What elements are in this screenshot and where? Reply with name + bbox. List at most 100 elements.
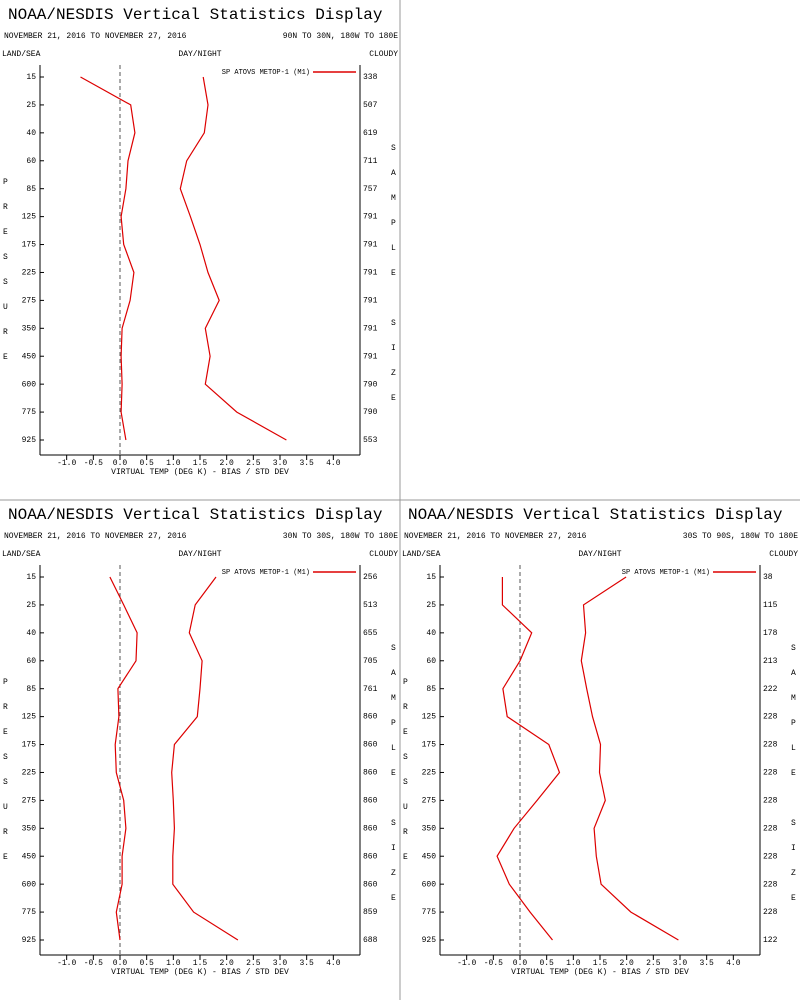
sample-size-label: 791 — [363, 241, 378, 250]
center-header: DAY/NIGHT — [178, 550, 221, 559]
center-header: DAY/NIGHT — [578, 550, 621, 559]
y-tick-label: 15 — [426, 573, 436, 582]
x-tick-label: 1.0 — [566, 959, 581, 968]
chart-panel: NOAA/NESDIS Vertical Statistics Display N… — [1, 6, 398, 477]
x-tick-label: 1.5 — [193, 959, 208, 968]
bias-line — [80, 76, 136, 441]
y-tick-label: 40 — [426, 629, 436, 638]
sample-size-label: 228 — [763, 741, 778, 750]
legend-label: SP ATOVS METOP-1 (M1) — [222, 69, 310, 77]
sample-size-label: 791 — [363, 324, 378, 333]
x-tick-label: 2.5 — [246, 459, 261, 468]
sample-size-label: 619 — [363, 129, 378, 138]
right-header: CLOUDY — [369, 50, 398, 59]
left-header: LAND/SEA — [2, 550, 41, 559]
x-tick-label: -0.5 — [84, 459, 103, 468]
x-tick-label: 1.0 — [166, 459, 181, 468]
sample-size-label: 228 — [763, 796, 778, 805]
x-tick-label: 3.0 — [273, 959, 288, 968]
x-tick-label: 1.0 — [166, 959, 181, 968]
y2-axis-label: SAMPLE SIZE — [789, 644, 798, 919]
bias-line — [496, 577, 561, 941]
sample-size-label: 860 — [363, 769, 378, 778]
y-tick-label: 225 — [22, 769, 37, 778]
y-tick-label: 60 — [26, 657, 36, 666]
right-header: CLOUDY — [769, 550, 798, 559]
x-tick-label: 0.0 — [113, 459, 128, 468]
chart-title: NOAA/NESDIS Vertical Statistics Display — [8, 6, 383, 24]
x-tick-label: -1.0 — [57, 459, 76, 468]
x-tick-label: -0.5 — [484, 959, 503, 968]
date-range: NOVEMBER 21, 2016 TO NOVEMBER 27, 2016 — [4, 532, 187, 541]
x-tick-label: -1.0 — [57, 959, 76, 968]
y-tick-label: 775 — [22, 908, 37, 917]
std-dev-line — [171, 576, 239, 941]
sample-size-label: 507 — [363, 101, 378, 110]
x-tick-label: 3.0 — [273, 459, 288, 468]
sample-size-label: 860 — [363, 824, 378, 833]
y-tick-label: 25 — [26, 101, 36, 110]
x-tick-label: 2.0 — [219, 459, 234, 468]
y-tick-label: 600 — [22, 380, 37, 389]
y-tick-label: 775 — [22, 408, 37, 417]
sample-size-label: 228 — [763, 713, 778, 722]
sample-size-label: 790 — [363, 380, 378, 389]
x-tick-label: 0.0 — [513, 959, 528, 968]
sample-size-label: 256 — [363, 573, 378, 582]
y-tick-label: 925 — [22, 936, 37, 945]
y-tick-label: 85 — [26, 185, 36, 194]
y-tick-label: 775 — [422, 908, 437, 917]
x-axis-label: VIRTUAL TEMP (DEG K) - BIAS / STD DEV — [111, 468, 289, 477]
y2-axis-label: SAMPLE SIZE — [389, 144, 398, 419]
x-tick-label: 2.0 — [219, 959, 234, 968]
date-range: NOVEMBER 21, 2016 TO NOVEMBER 27, 2016 — [404, 532, 587, 541]
sample-size-label: 860 — [363, 713, 378, 722]
x-tick-label: 0.5 — [139, 459, 154, 468]
sample-size-label: 228 — [763, 880, 778, 889]
sample-size-label: 791 — [363, 296, 378, 305]
x-tick-label: 1.5 — [193, 459, 208, 468]
chart-panel: NOAA/NESDIS Vertical Statistics Display N… — [401, 506, 798, 977]
std-dev-line — [580, 576, 679, 941]
sample-size-label: 791 — [363, 213, 378, 222]
legend-label: SP ATOVS METOP-1 (M1) — [222, 569, 310, 577]
y-tick-label: 450 — [422, 852, 437, 861]
sample-size-label: 338 — [363, 73, 378, 82]
y-tick-label: 600 — [22, 880, 37, 889]
y-tick-label: 225 — [422, 769, 437, 778]
y-tick-label: 175 — [22, 741, 37, 750]
x-tick-label: 0.5 — [139, 959, 154, 968]
sample-size-label: 513 — [363, 601, 378, 610]
x-tick-label: 4.0 — [326, 959, 341, 968]
y-tick-label: 275 — [422, 796, 437, 805]
x-tick-label: 2.5 — [646, 959, 661, 968]
y-tick-label: 925 — [22, 436, 37, 445]
x-tick-label: 3.0 — [673, 959, 688, 968]
std-dev-line — [179, 76, 287, 441]
x-tick-label: -1.0 — [457, 959, 476, 968]
left-header: LAND/SEA — [402, 550, 441, 559]
sample-size-label: 711 — [363, 157, 378, 166]
y2-axis-label: SAMPLE SIZE — [389, 644, 398, 919]
y-tick-label: 925 — [422, 936, 437, 945]
sample-size-label: 705 — [363, 657, 378, 666]
y-tick-label: 85 — [426, 685, 436, 694]
region: 30S TO 90S, 180W TO 180E — [683, 532, 798, 541]
bias-line — [109, 576, 138, 941]
y-tick-label: 15 — [26, 573, 36, 582]
y-tick-label: 40 — [26, 129, 36, 138]
sample-size-label: 178 — [763, 629, 778, 638]
x-axis-label: VIRTUAL TEMP (DEG K) - BIAS / STD DEV — [511, 968, 689, 977]
y-tick-label: 175 — [22, 241, 37, 250]
sample-size-label: 688 — [363, 936, 378, 945]
right-header: CLOUDY — [369, 550, 398, 559]
x-tick-label: 0.0 — [113, 959, 128, 968]
sample-size-label: 860 — [363, 880, 378, 889]
sample-size-label: 761 — [363, 685, 378, 694]
sample-size-label: 228 — [763, 908, 778, 917]
sample-size-label: 228 — [763, 769, 778, 778]
date-range: NOVEMBER 21, 2016 TO NOVEMBER 27, 2016 — [4, 32, 187, 41]
sample-size-label: 791 — [363, 269, 378, 278]
left-header: LAND/SEA — [2, 50, 41, 59]
x-tick-label: 2.5 — [246, 959, 261, 968]
